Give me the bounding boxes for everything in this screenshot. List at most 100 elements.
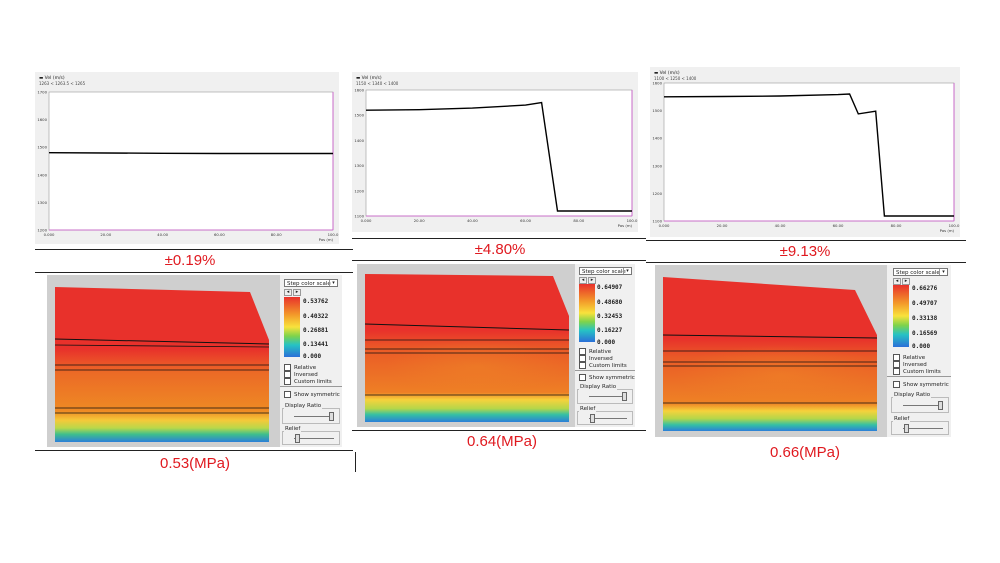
chart-subtitle: 1100 < 1250 < 1400 xyxy=(654,76,697,81)
x-tick-label: 60.00 xyxy=(214,232,225,237)
chart-plot-2: ▬ Vel (m/s)1150 < 1340 < 1400 1600 1500 140… xyxy=(354,75,638,228)
display-ratio-slider[interactable] xyxy=(294,416,334,417)
next-arrow-button[interactable]: ▸ xyxy=(902,278,910,285)
y-tick-label: 1400 xyxy=(37,172,47,177)
y-tick-label: 1300 xyxy=(354,163,364,168)
next-arrow-button[interactable]: ▸ xyxy=(588,277,596,284)
x-tick-label: 20.00 xyxy=(100,232,111,237)
color-scale-bar xyxy=(284,297,300,357)
y-tick-label: 1400 xyxy=(652,136,662,141)
color-scale-bar xyxy=(893,285,909,347)
scale-tick: 0.16569 xyxy=(912,330,938,337)
separator-line xyxy=(35,450,353,451)
separator-line xyxy=(352,238,646,239)
y-tick-label: 1400 xyxy=(354,138,364,143)
stress-value-label-3: 0.66(MPa) xyxy=(769,444,841,461)
custom-limits-checkbox[interactable]: Custom limits xyxy=(579,362,627,369)
slider-knob[interactable] xyxy=(904,424,909,433)
separator-line xyxy=(352,430,646,431)
variation-label-3: ±9.13% xyxy=(779,243,831,260)
velocity-chart-3: ▬ Vel (m/s) 1100 < 1250 < 1400 1600 1500 140… xyxy=(650,67,960,237)
x-tick-label: 80.00 xyxy=(573,218,584,223)
velocity-series-line xyxy=(663,93,954,217)
display-ratio-label: Display Ratio xyxy=(284,403,323,409)
scale-tick: 0.13441 xyxy=(303,341,329,348)
separator-line xyxy=(646,262,966,263)
slider-knob[interactable] xyxy=(329,412,334,421)
custom-limits-checkbox[interactable]: Custom limits xyxy=(284,378,332,385)
x-tick-label: 100.0 xyxy=(328,232,339,237)
separator-line xyxy=(355,452,356,472)
inversed-checkbox[interactable]: Inversed xyxy=(284,371,318,378)
prev-arrow-button[interactable]: ◂ xyxy=(284,289,292,296)
chart-plot-1: ▬ Vel (m/s)1263 < 1263.5 < 1265 1700 1600 1… xyxy=(37,75,339,242)
variation-label-2: ±4.80% xyxy=(474,241,526,258)
slider-knob[interactable] xyxy=(938,401,943,410)
y-tick-label: 1600 xyxy=(652,81,662,86)
variation-label-1: ±0.19% xyxy=(164,252,216,269)
show-symmetric-checkbox[interactable]: Show symmetric xyxy=(893,381,949,388)
separator-line xyxy=(646,240,966,241)
stress-field-2 xyxy=(364,274,570,422)
y-tick-label: 1700 xyxy=(37,90,47,95)
x-axis-label: Pos (m) xyxy=(319,237,334,242)
stress-value-label-1: 0.53(MPa) xyxy=(159,455,231,472)
relief-label: Relief xyxy=(893,416,911,422)
inversed-checkbox[interactable]: Inversed xyxy=(893,361,927,368)
show-symmetric-checkbox[interactable]: Show symmetric xyxy=(284,391,340,398)
scale-tick: 0.000 xyxy=(597,339,616,346)
scale-tick: 0.49707 xyxy=(912,300,938,307)
plot-area xyxy=(365,89,633,217)
scale-tick: 0.48680 xyxy=(597,299,623,306)
scale-tick: 0.66276 xyxy=(912,285,938,292)
prev-arrow-button[interactable]: ◂ xyxy=(893,278,901,285)
slider-knob[interactable] xyxy=(622,392,627,401)
display-ratio-label: Display Ratio xyxy=(579,384,618,390)
x-tick-label: 40.00 xyxy=(775,223,786,228)
velocity-series-line xyxy=(48,152,333,155)
stress-panel-1: Step color scale ▾ ◂ ▸ 0.53762 0.40322 0.2… xyxy=(47,275,342,447)
scale-tick: 0.40322 xyxy=(303,313,329,320)
inversed-checkbox[interactable]: Inversed xyxy=(579,355,613,362)
relative-checkbox[interactable]: Relative xyxy=(284,364,316,371)
chart-subtitle: 1150 < 1340 < 1400 xyxy=(356,81,399,86)
relative-checkbox[interactable]: Relative xyxy=(579,348,611,355)
scale-tick: 0.33138 xyxy=(912,315,938,322)
x-tick-label: 0.000 xyxy=(659,223,670,228)
relief-slider[interactable] xyxy=(294,438,334,439)
plot-area xyxy=(48,91,334,231)
y-tick-label: 1100 xyxy=(652,219,662,224)
separator-line xyxy=(352,260,646,261)
show-symmetric-checkbox[interactable]: Show symmetric xyxy=(579,374,635,381)
velocity-chart-1: ▬ Vel (m/s) 1263 < 1263.5 < 1265 1700 1600 1… xyxy=(35,72,339,244)
slider-knob[interactable] xyxy=(590,414,595,423)
color-scale-select[interactable]: Step color scale ▾ xyxy=(284,279,338,287)
legend-label: ▬ Vel (m/s) xyxy=(39,75,65,81)
stress-value-label-2: 0.64(MPa) xyxy=(466,433,538,450)
color-scale-select[interactable]: Step color scale ▾ xyxy=(579,267,632,275)
color-scale-bar xyxy=(579,284,595,342)
stress-field-3 xyxy=(662,277,878,431)
custom-limits-checkbox[interactable]: Custom limits xyxy=(893,368,941,375)
relief-slider[interactable] xyxy=(589,418,627,419)
display-ratio-slider[interactable] xyxy=(903,405,943,406)
scale-tick: 0.53762 xyxy=(303,298,329,305)
x-tick-label: 0.000 xyxy=(44,232,55,237)
display-ratio-slider[interactable] xyxy=(589,396,627,397)
color-scale-select[interactable]: Step color scale ▾ xyxy=(893,268,948,276)
next-arrow-button[interactable]: ▸ xyxy=(293,289,301,296)
prev-arrow-button[interactable]: ◂ xyxy=(579,277,587,284)
display-ratio-label: Display Ratio xyxy=(893,392,932,398)
x-tick-label: 100.0 xyxy=(627,218,638,223)
y-tick-label: 1600 xyxy=(37,117,47,122)
chart-subtitle: 1263 < 1263.5 < 1265 xyxy=(39,81,86,86)
relative-checkbox[interactable]: Relative xyxy=(893,354,925,361)
x-tick-label: 60.00 xyxy=(833,223,844,228)
y-tick-label: 1200 xyxy=(354,188,364,193)
legend-label: ▬ Vel (m/s) xyxy=(654,70,680,76)
y-tick-label: 1500 xyxy=(37,145,47,150)
x-tick-label: 20.00 xyxy=(414,218,425,223)
relief-slider[interactable] xyxy=(903,428,943,429)
slider-knob[interactable] xyxy=(295,434,300,443)
